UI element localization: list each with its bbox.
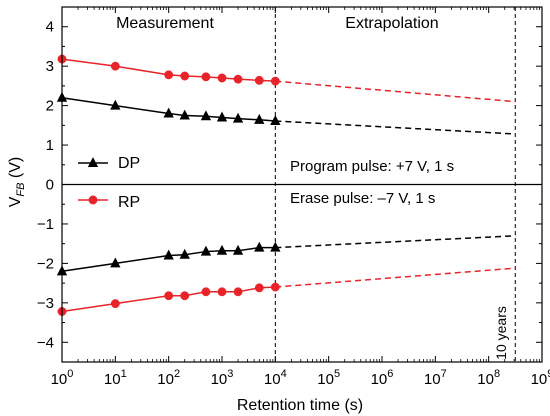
y-tick-label: 2 <box>46 98 54 115</box>
data-point-rp-1-5 <box>217 73 227 83</box>
extrapolation-line-dp-0 <box>275 120 516 135</box>
x-tick-label-exponent: 2 <box>174 368 180 380</box>
x-tick-label-exponent: 6 <box>387 368 393 380</box>
x-tick-label-exponent: 1 <box>121 368 127 380</box>
data-point-rp-3-4 <box>201 287 211 297</box>
x-tick-label-base: 10 <box>371 371 388 388</box>
legend-marker-dp <box>87 157 99 168</box>
data-point-dp-0-7 <box>254 113 265 124</box>
region-label-measurement: Measurement <box>116 15 214 32</box>
tick-marks <box>61 6 543 363</box>
extrapolation-line-dp-2 <box>275 235 516 249</box>
data-point-dp-2-2 <box>163 249 174 260</box>
y-tick-label: 1 <box>46 137 54 154</box>
x-tick-label: 106 <box>371 368 394 388</box>
data-point-rp-3-5 <box>217 287 227 297</box>
data-point-rp-1-1 <box>110 61 120 71</box>
x-tick-label-base: 10 <box>531 371 548 388</box>
x-tick-label: 100 <box>51 368 74 388</box>
data-point-rp-3-6 <box>233 287 243 297</box>
chart-marks <box>56 7 542 362</box>
data-point-rp-1-8 <box>270 76 280 86</box>
data-point-dp-0-3 <box>179 109 190 120</box>
data-point-dp-0-6 <box>232 112 244 123</box>
data-point-rp-1-7 <box>254 75 264 85</box>
x-axis-title: Retention time (s) <box>237 397 363 414</box>
data-point-dp-2-5 <box>216 244 228 255</box>
y-axis-title-unit: (V) <box>7 157 24 183</box>
data-point-dp-2-3 <box>179 248 190 259</box>
data-point-rp-1-2 <box>164 70 174 80</box>
erase-pulse-annotation: Erase pulse: –7 V, 1 s <box>290 190 435 207</box>
data-point-dp-2-1 <box>110 257 121 268</box>
y-tick-label: −1 <box>37 216 54 233</box>
x-tick-label: 104 <box>264 368 287 388</box>
y-tick-label: −4 <box>37 334 54 351</box>
x-tick-label-base: 10 <box>264 371 281 388</box>
y-tick-label: 0 <box>46 177 54 194</box>
x-tick-label-exponent: 4 <box>281 368 287 380</box>
x-tick-label-exponent: 9 <box>547 368 550 380</box>
data-point-rp-1-6 <box>233 74 243 84</box>
legend-marker-rp <box>88 195 98 205</box>
data-point-rp-3-7 <box>254 283 264 293</box>
extrapolation-line-rp-1 <box>275 80 516 103</box>
x-tick-label: 103 <box>211 368 234 388</box>
y-axis-title-main: V <box>7 196 24 207</box>
x-tick-label-base: 10 <box>424 371 441 388</box>
data-point-dp-0-1 <box>110 99 121 110</box>
data-point-rp-1-4 <box>201 72 211 82</box>
data-point-dp-2-4 <box>200 245 212 256</box>
data-point-rp-3-8 <box>270 282 280 292</box>
x-tick-label-exponent: 5 <box>334 368 340 380</box>
data-point-dp-0-2 <box>163 107 174 118</box>
x-tick-label-base: 10 <box>211 371 228 388</box>
data-point-rp-1-3 <box>180 71 190 81</box>
x-tick-label-base: 10 <box>104 371 121 388</box>
data-point-dp-0-4 <box>200 110 212 121</box>
y-tick-label: 4 <box>46 19 54 36</box>
data-point-dp-2-6 <box>232 244 244 255</box>
region-label-extrapolation: Extrapolation <box>345 15 438 32</box>
y-axis-title-sub: FB <box>15 183 27 197</box>
x-tick-label-base: 10 <box>317 371 334 388</box>
x-tick-label-exponent: 8 <box>494 368 500 380</box>
x-tick-label-base: 10 <box>157 371 174 388</box>
x-tick-label: 102 <box>157 368 180 388</box>
x-tick-label: 101 <box>104 368 127 388</box>
data-point-dp-0-8 <box>270 115 281 126</box>
y-tick-label: −2 <box>37 255 54 272</box>
data-point-rp-3-1 <box>110 299 120 309</box>
legend-label-rp: RP <box>118 194 140 211</box>
x-tick-label-base: 10 <box>51 371 68 388</box>
legend-label-dp: DP <box>118 155 140 172</box>
y-tick-label: 3 <box>46 58 54 75</box>
data-point-dp-2-8 <box>270 241 281 252</box>
x-tick-label-exponent: 0 <box>67 368 73 380</box>
program-pulse-annotation: Program pulse: +7 V, 1 s <box>290 158 454 175</box>
data-point-rp-3-2 <box>164 291 174 301</box>
data-point-dp-0-5 <box>216 111 228 122</box>
x-tick-label-exponent: 7 <box>441 368 447 380</box>
x-tick-label-exponent: 3 <box>227 368 233 380</box>
data-point-dp-2-7 <box>254 241 265 252</box>
x-tick-label: 108 <box>477 368 500 388</box>
x-tick-label: 109 <box>531 368 550 388</box>
x-tick-label-base: 10 <box>477 371 494 388</box>
data-point-rp-3-3 <box>180 291 190 301</box>
extrapolation-line-rp-3 <box>275 267 516 288</box>
y-tick-label: −3 <box>37 295 54 312</box>
y-axis-title: VFB (V) <box>7 157 27 208</box>
ten-years-label: 10 years <box>493 306 509 360</box>
x-tick-label: 105 <box>317 368 340 388</box>
x-tick-label: 107 <box>424 368 447 388</box>
